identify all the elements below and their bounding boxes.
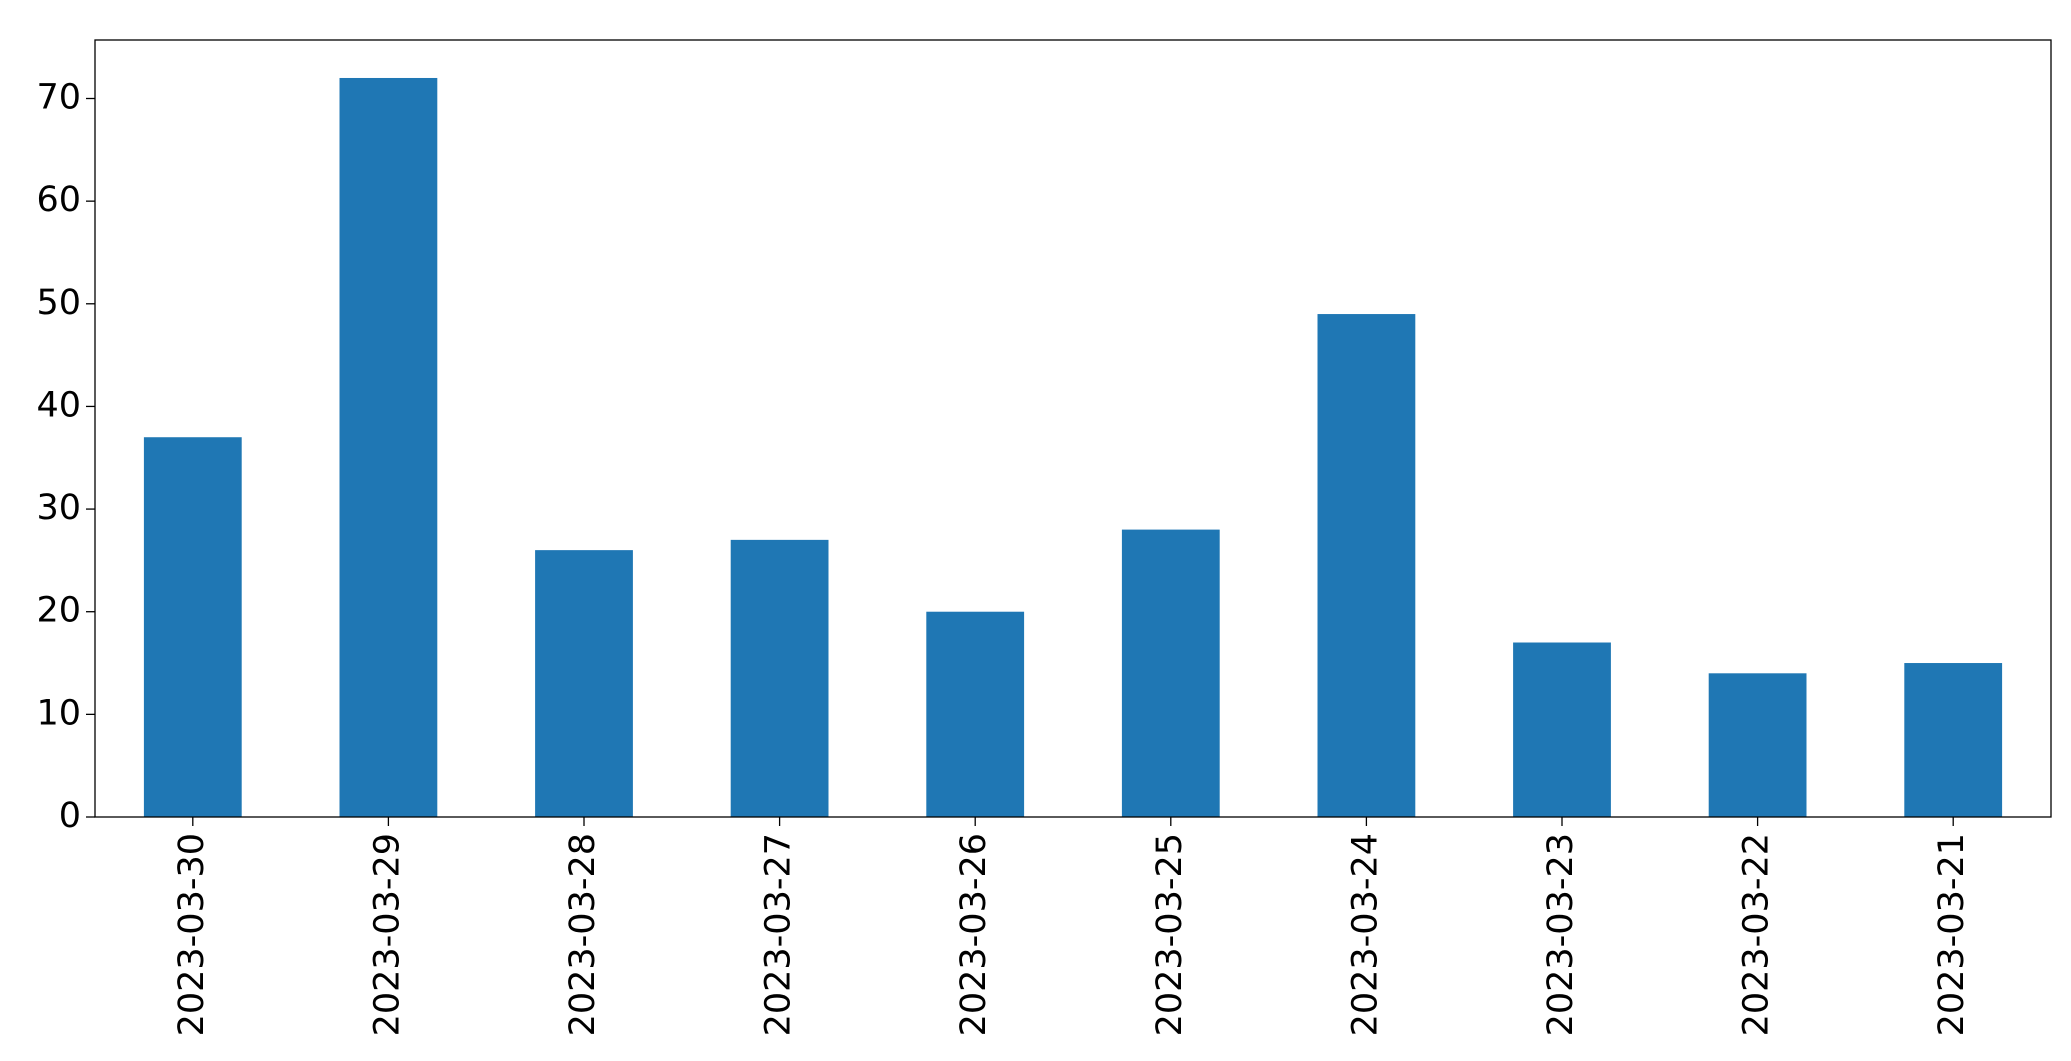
x-tick-label: 2023-03-30 [172,833,212,1036]
bar [143,437,242,817]
plot-frame [94,39,2052,818]
x-tick-label: 2023-03-29 [367,833,407,1036]
y-tick-label: 40 [36,385,81,425]
x-tick-label: 2023-03-22 [1737,833,1777,1036]
x-tick-label: 2023-03-23 [1541,833,1581,1036]
y-tick-label: 60 [36,180,81,220]
y-tick-label: 10 [36,693,81,733]
x-tick-label: 2023-03-24 [1345,833,1385,1036]
y-tick-label: 0 [59,796,81,836]
bar [339,77,438,818]
bar [730,539,829,817]
bar [1317,314,1416,817]
y-tick-label: 50 [36,283,81,323]
bar [1121,529,1220,817]
x-tick-label: 2023-03-27 [759,833,799,1036]
x-tick-label: 2023-03-28 [563,833,603,1036]
bar [1904,663,2003,817]
bar [535,550,633,817]
y-tick-label: 70 [36,78,81,118]
bar [926,611,1025,817]
y-tick-label: 20 [36,591,81,631]
y-tick-label: 30 [36,488,81,528]
bar [1708,673,1807,817]
x-tick-label: 2023-03-25 [1150,833,1190,1036]
x-tick-label: 2023-03-21 [1932,833,1972,1036]
x-tick-label: 2023-03-26 [954,833,994,1036]
bar [1513,642,1611,817]
